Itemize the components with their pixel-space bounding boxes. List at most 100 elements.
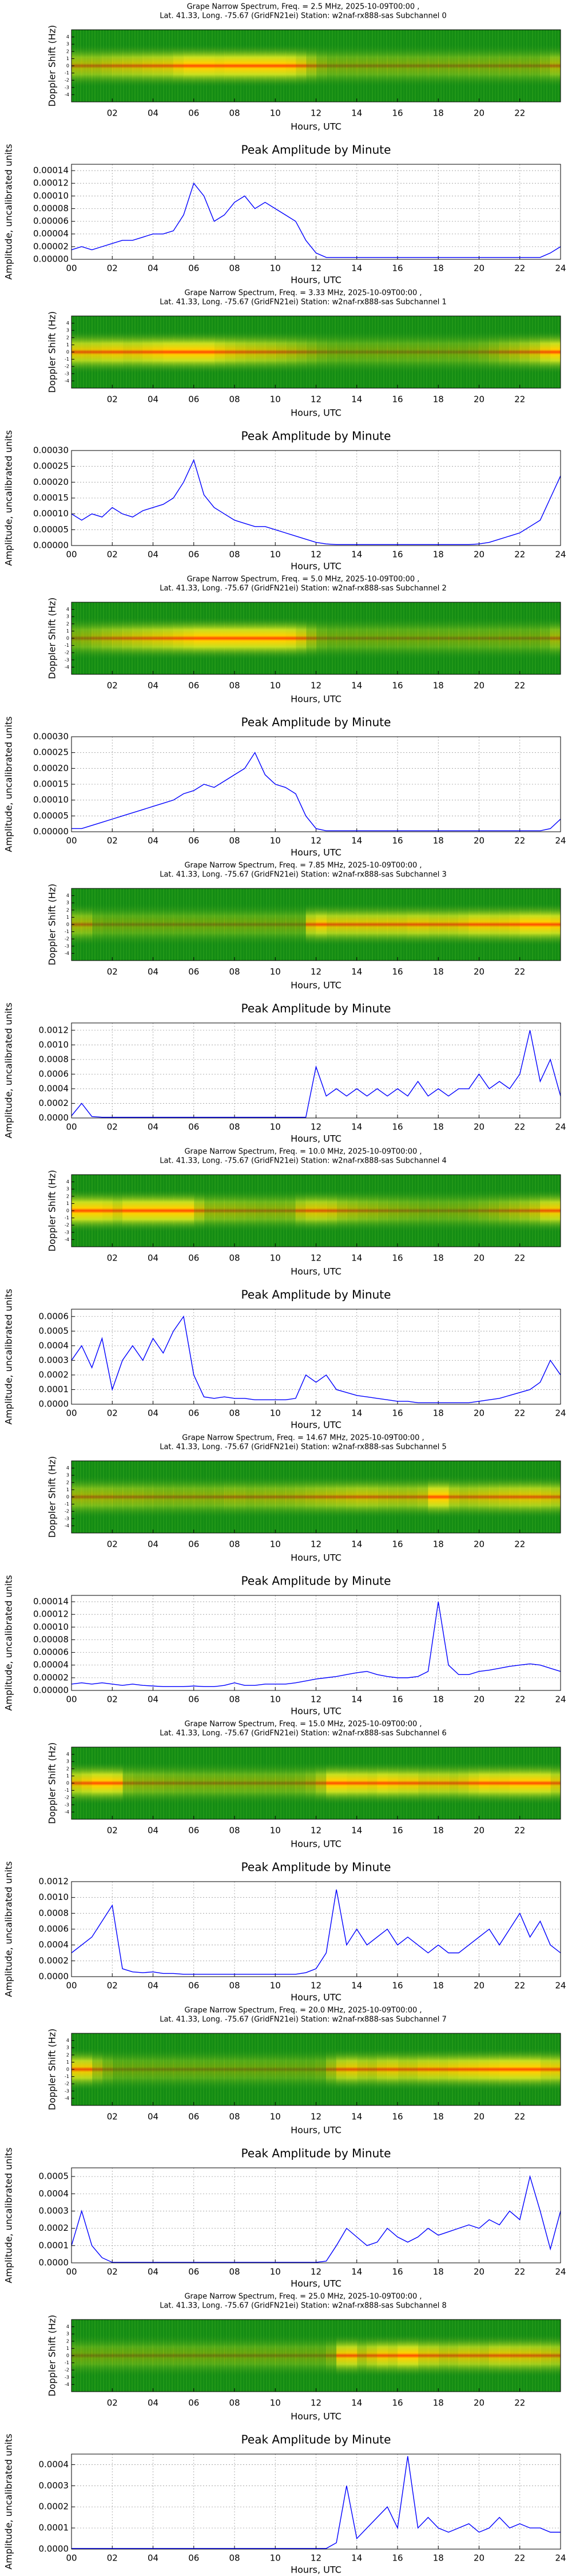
x-tick-label: 04 (148, 1122, 158, 1132)
x-tick-label: 04 (148, 1253, 158, 1263)
spectrogram-band (275, 1189, 286, 1232)
spectrogram-band (92, 2334, 102, 2377)
spectrogram-band (102, 330, 113, 374)
spectrogram-band (214, 1189, 225, 1232)
spectrogram-band (244, 903, 256, 946)
y-tick-label: 0.00004 (33, 1660, 69, 1670)
x-tick-label: 14 (351, 2267, 362, 2277)
x-axis-label: Hours, UTC (291, 1420, 341, 1431)
spectrogram-band (122, 1475, 133, 1519)
x-tick-label: 12 (311, 1539, 321, 1550)
x-tick-label: 06 (188, 1826, 199, 1836)
spectrogram-band (112, 1761, 123, 1805)
spectrogram-band (428, 1761, 439, 1805)
x-tick-label: 08 (229, 1694, 240, 1705)
x-tick-label: 02 (107, 1539, 118, 1550)
y-tick-label: 0.0005 (39, 2171, 69, 2182)
spectrogram-band (122, 1761, 133, 1805)
x-tick-label: 18 (433, 1253, 444, 1263)
spectrogram-band (102, 44, 113, 88)
spectrogram-band (458, 2048, 470, 2091)
spectrogram-band (102, 2048, 113, 2091)
y-tick-label: -3 (65, 2374, 69, 2380)
x-tick-label: 02 (107, 550, 118, 560)
spectrogram-band (204, 330, 214, 374)
spectrogram-subtitle: Lat. 41.33, Long. -75.67 (GridFN21ei) St… (160, 871, 447, 879)
x-tick-label: 06 (188, 1122, 199, 1132)
x-tick-label: 20 (474, 108, 484, 118)
x-tick-label: 08 (229, 836, 240, 846)
y-axis-label: Doppler Shift (Hz) (47, 1456, 58, 1538)
y-tick-label: 2 (66, 1194, 69, 1199)
x-tick-label: 06 (188, 394, 199, 405)
y-tick-label: 1 (66, 1487, 69, 1492)
spectrogram-band (112, 903, 123, 946)
y-tick-label: 0.00000 (33, 1685, 69, 1696)
amplitude-line (71, 2175, 561, 2263)
y-tick-label: -3 (65, 85, 69, 90)
spectrogram-band (377, 617, 388, 660)
x-tick-label: 22 (514, 2267, 525, 2277)
x-tick-label: 16 (392, 681, 403, 691)
spectrogram-band (346, 1189, 357, 1232)
x-tick-label: 22 (514, 1826, 525, 1836)
spectrogram-subtitle: Lat. 41.33, Long. -75.67 (GridFN21ei) St… (160, 12, 447, 21)
spectrogram-subtitle: Lat. 41.33, Long. -75.67 (GridFN21ei) St… (160, 584, 447, 593)
y-tick-label: 3 (66, 2045, 69, 2050)
x-tick-label: 16 (392, 2398, 403, 2408)
x-tick-label: 08 (229, 263, 240, 274)
x-tick-label: 06 (188, 1539, 199, 1550)
y-tick-label: 0.00030 (33, 732, 69, 742)
spectrogram-band (530, 1189, 541, 1232)
y-tick-label: -3 (65, 1802, 69, 1807)
spectrogram-band (346, 44, 357, 88)
spectrogram-band (509, 903, 521, 946)
spectrogram-band (285, 2334, 296, 2377)
spectrogram-band (81, 330, 93, 374)
spectrogram-band (509, 1189, 521, 1232)
y-tick-label: -4 (65, 1809, 69, 1815)
spectrogram-band (438, 617, 449, 660)
x-tick-label: 04 (148, 1981, 158, 1991)
spectrogram-band (438, 903, 449, 946)
spectrogram-band (550, 2334, 561, 2377)
spectrogram-band (255, 903, 265, 946)
spectrogram-band (255, 1761, 265, 1805)
x-tick-label: 02 (107, 967, 118, 977)
x-tick-label: 12 (311, 1122, 321, 1132)
spectrogram-band (224, 903, 235, 946)
x-tick-label: 18 (433, 1122, 444, 1132)
x-tick-label: 22 (514, 550, 525, 560)
x-axis-label: Hours, UTC (291, 275, 341, 286)
spectrogram-band (224, 330, 235, 374)
x-tick-label: 04 (148, 394, 158, 405)
spectrogram-band (499, 1189, 510, 1232)
x-tick-label: 02 (107, 836, 118, 846)
spectrogram-band (499, 2334, 510, 2377)
spectrogram-band (336, 44, 347, 88)
plot-frame (71, 1595, 561, 1691)
x-tick-label: 02 (107, 394, 118, 405)
plot-frame (71, 2453, 561, 2550)
spectrogram-band (489, 2334, 500, 2377)
y-tick-label: -1 (65, 70, 69, 76)
x-tick-label: 20 (474, 2267, 484, 2277)
x-tick-label: 24 (555, 1122, 566, 1132)
x-tick-label: 00 (66, 2267, 77, 2277)
spectrogram-band (92, 1189, 102, 1232)
spectrogram-band (398, 617, 408, 660)
spectrogram-band (305, 1761, 316, 1805)
x-tick-label: 10 (270, 1253, 281, 1263)
x-tick-label: 12 (311, 394, 321, 405)
spectrogram-band (346, 1761, 357, 1805)
y-axis-label: Doppler Shift (Hz) (47, 598, 58, 679)
spectrogram-band (183, 330, 194, 374)
spectrogram-band (316, 330, 327, 374)
spectrogram-band (550, 1189, 561, 1232)
spectrogram-band (275, 903, 286, 946)
spectrogram-band (122, 903, 133, 946)
x-tick-label: 12 (311, 108, 321, 118)
x-tick-label: 22 (514, 2553, 525, 2563)
spectrogram-band (163, 2048, 174, 2091)
